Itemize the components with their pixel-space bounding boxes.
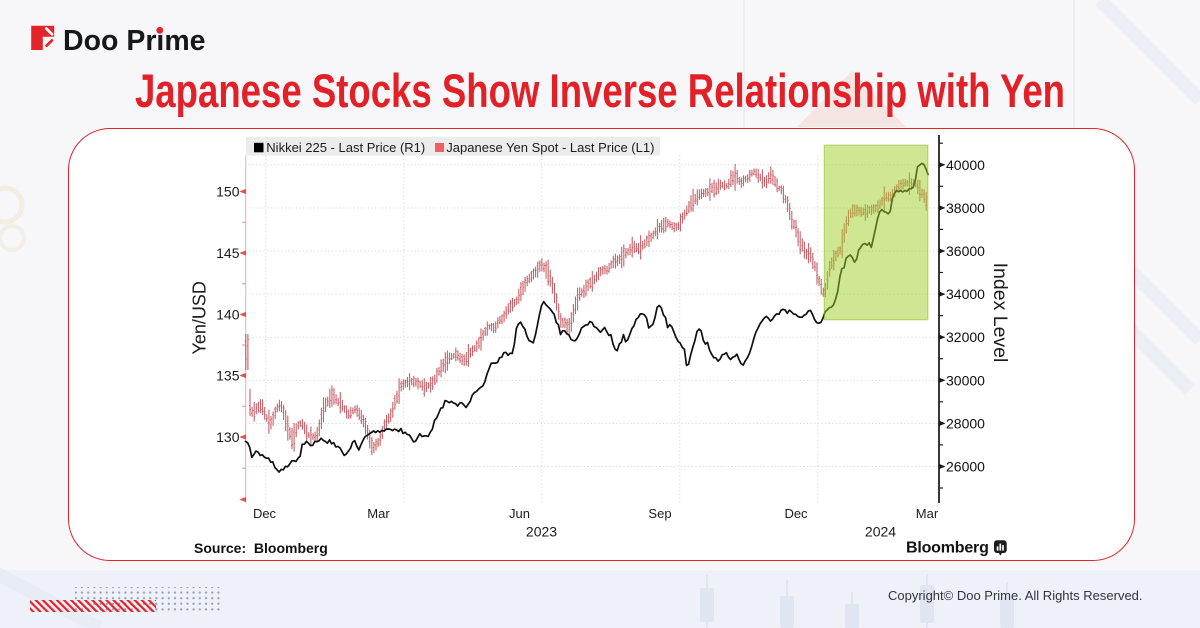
svg-text:Dec: Dec xyxy=(253,506,277,521)
svg-text:Index Level: Index Level xyxy=(989,263,1011,363)
svg-text:40000: 40000 xyxy=(946,157,985,173)
svg-text:140: 140 xyxy=(216,307,240,323)
svg-text:Source: Bloomberg: Source: Bloomberg xyxy=(194,540,328,556)
svg-text:145: 145 xyxy=(216,245,240,261)
svg-text:2024: 2024 xyxy=(865,524,896,540)
svg-text:Mar: Mar xyxy=(916,506,939,521)
svg-text:28000: 28000 xyxy=(946,415,985,431)
svg-text:38000: 38000 xyxy=(946,200,985,216)
svg-text:34000: 34000 xyxy=(946,286,985,302)
svg-text:Doo Prime: Doo Prime xyxy=(63,25,206,57)
svg-text:Dec: Dec xyxy=(784,506,808,521)
svg-text:Nikkei 225 - Last Price (R1): Nikkei 225 - Last Price (R1) xyxy=(266,140,425,155)
svg-text:Bloomberg: Bloomberg xyxy=(906,540,989,557)
svg-text:2023: 2023 xyxy=(526,524,557,540)
svg-text:135: 135 xyxy=(216,368,240,384)
svg-text:26000: 26000 xyxy=(946,459,985,475)
svg-text:30000: 30000 xyxy=(946,372,985,388)
svg-text:150: 150 xyxy=(216,184,240,200)
svg-text:Yen/USD: Yen/USD xyxy=(190,281,210,354)
svg-text:Mar: Mar xyxy=(367,506,390,521)
svg-text:Sep: Sep xyxy=(648,506,671,521)
svg-text:36000: 36000 xyxy=(946,243,985,259)
svg-text:32000: 32000 xyxy=(946,329,985,345)
svg-text:Jun: Jun xyxy=(509,506,530,521)
svg-text:Japanese Yen Spot - Last Price: Japanese Yen Spot - Last Price (L1) xyxy=(446,140,654,155)
svg-text:130: 130 xyxy=(216,429,240,445)
